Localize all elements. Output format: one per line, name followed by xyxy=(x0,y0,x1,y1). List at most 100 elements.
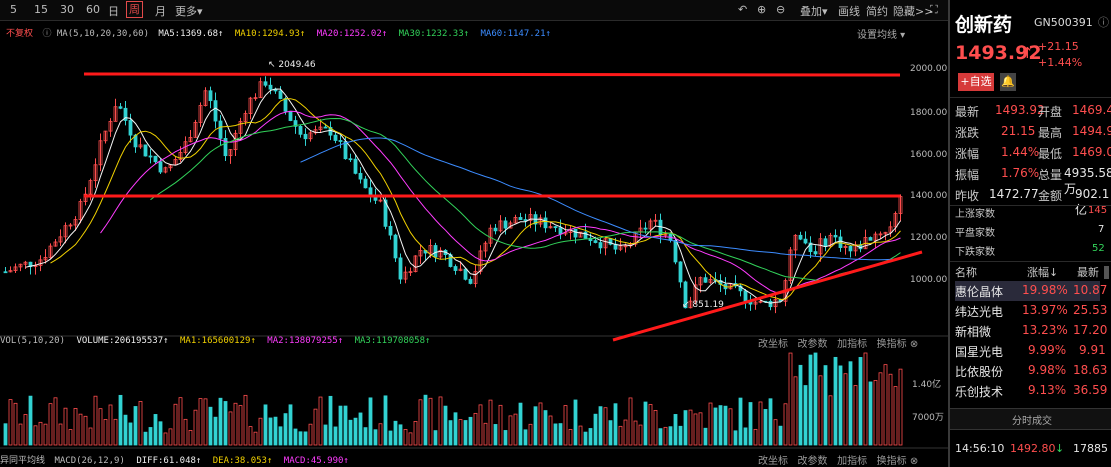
info-icon[interactable]: ⓘ xyxy=(1098,16,1109,29)
diff-value: DIFF:61.048↑ xyxy=(136,456,202,466)
candle xyxy=(23,261,28,265)
candle xyxy=(303,133,308,140)
price-axis-label: 1400.00 xyxy=(910,191,948,201)
candle xyxy=(8,270,13,273)
candle xyxy=(158,161,163,173)
candle xyxy=(138,144,143,148)
col-pct-header[interactable]: 涨幅↓ xyxy=(1027,266,1059,279)
undo-icon[interactable]: ↶ xyxy=(738,3,748,16)
timeframe-more-dropdown[interactable]: 更多▾ xyxy=(175,5,203,18)
change-axis-button[interactable]: 改坐标 xyxy=(758,339,788,350)
candle xyxy=(163,167,168,173)
col-price-header[interactable]: 最新 xyxy=(1077,266,1099,279)
volume-bar xyxy=(743,427,748,446)
col-name-header[interactable]: 名称 xyxy=(955,266,977,279)
timeframe-month[interactable]: 月 xyxy=(155,5,166,18)
candle xyxy=(348,158,353,161)
ma5-value: MA5:1369.68↑ xyxy=(158,29,224,39)
candle xyxy=(598,242,603,249)
candle xyxy=(473,270,478,284)
timeframe-60min[interactable]: 60 xyxy=(86,3,100,16)
swap-indicator-button[interactable]: 换指标 xyxy=(876,339,907,350)
simple-mode-button[interactable]: 简约 xyxy=(866,5,888,18)
volume-bar xyxy=(883,364,888,446)
vol-axis-label: 7000万 xyxy=(912,413,944,423)
volume-bar xyxy=(723,405,728,446)
close-pane-icon[interactable]: ⊗ xyxy=(909,339,919,350)
volume-bar xyxy=(273,416,278,446)
volume-bar xyxy=(508,415,513,446)
volume-bar xyxy=(178,397,183,446)
candle xyxy=(378,199,383,202)
overlay-dropdown[interactable]: 叠加▾ xyxy=(800,5,828,18)
candle xyxy=(408,271,413,274)
volume-bar xyxy=(733,430,738,446)
timeframe-week[interactable]: 周 xyxy=(126,1,143,18)
candle xyxy=(798,234,803,240)
change-axis-button[interactable]: 改坐标 xyxy=(758,456,788,467)
ma-settings-button[interactable]: 设置均线 ▾ xyxy=(857,30,906,41)
list-item[interactable]: 纬达光电 13.97% 25.53 xyxy=(955,303,1108,319)
volume-bar xyxy=(173,403,178,446)
volume-bar xyxy=(788,352,793,446)
volume-bar xyxy=(423,394,428,446)
candle xyxy=(248,97,253,114)
period-toolbar: 5 15 30 60 日 周 月 更多▾ ↶ ⊕ ⊖ 叠加▾ 画线 简约 隐藏>… xyxy=(0,0,948,21)
volume-bar xyxy=(23,414,28,446)
volume-bar xyxy=(468,416,473,446)
volume-bar xyxy=(583,431,588,446)
list-item[interactable]: 新相微 13.23% 17.20 xyxy=(955,323,1108,339)
list-item[interactable]: 比依股份 9.98% 18.63 xyxy=(955,363,1108,379)
volume-bar xyxy=(328,395,333,446)
volume-bar xyxy=(373,429,378,446)
list-item[interactable]: 惠伦晶体 19.98% 10.87 xyxy=(955,281,1108,301)
help-icon[interactable]: ⓘ xyxy=(42,29,52,39)
ma20-value: MA20:1252.02↑ xyxy=(316,29,388,39)
kline-chart[interactable] xyxy=(0,20,948,467)
candle xyxy=(38,259,43,266)
candle xyxy=(28,261,33,268)
list-item[interactable]: 国星光电 9.99% 9.91 xyxy=(955,343,1106,359)
candle xyxy=(833,234,838,238)
swap-indicator-button[interactable]: 换指标 xyxy=(876,456,907,467)
volume-legend: VOL(5,10,20) VOLUME:206195537↑ MA1:16560… xyxy=(0,336,430,346)
volume-bar xyxy=(633,420,638,446)
list-item[interactable]: 乐创技术 9.13% 36.59 xyxy=(955,383,1108,399)
volume-bar xyxy=(278,426,283,446)
volume-bar xyxy=(648,404,653,446)
volume-bar xyxy=(528,423,533,446)
hide-panel-button[interactable]: 隐藏>> xyxy=(893,5,934,18)
timeframe-15min[interactable]: 15 xyxy=(34,3,48,16)
volume-bar xyxy=(498,404,503,446)
volume-bar xyxy=(448,420,453,446)
candle xyxy=(853,244,858,252)
adjust-mode-toggle[interactable]: 不复权 xyxy=(6,29,34,39)
scrollbar[interactable] xyxy=(1104,266,1109,279)
zoom-in-icon[interactable]: ⊕ xyxy=(757,3,767,16)
divider xyxy=(950,97,1111,98)
timeframe-5min[interactable]: 5 xyxy=(10,3,17,16)
change-params-button[interactable]: 改参数 xyxy=(797,339,828,350)
add-indicator-button[interactable]: 加指标 xyxy=(837,339,868,350)
timeframe-day[interactable]: 日 xyxy=(108,5,119,18)
timeframe-30min[interactable]: 30 xyxy=(60,3,74,16)
fullscreen-icon[interactable]: ⛶ xyxy=(930,3,938,16)
candle xyxy=(808,242,813,253)
change-params-button[interactable]: 改参数 xyxy=(797,456,828,467)
candle xyxy=(788,249,793,282)
candle xyxy=(583,231,588,239)
close-pane-icon[interactable]: ⊗ xyxy=(909,456,919,467)
ticks-tab[interactable]: 分时成交 xyxy=(950,408,1111,430)
zoom-out-icon[interactable]: ⊖ xyxy=(776,3,786,16)
volume-bar xyxy=(513,413,518,446)
add-watchlist-button[interactable]: +自选 xyxy=(958,73,994,91)
candle xyxy=(338,140,343,142)
alert-bell-icon[interactable]: 🔔 xyxy=(1000,73,1016,91)
volume-bar xyxy=(268,417,273,446)
candle xyxy=(113,106,118,122)
volume-bar xyxy=(888,373,893,446)
draw-line-button[interactable]: 画线 xyxy=(838,5,860,18)
add-indicator-button[interactable]: 加指标 xyxy=(837,456,868,467)
volume-bar xyxy=(8,399,13,446)
volume-bar xyxy=(18,423,23,446)
